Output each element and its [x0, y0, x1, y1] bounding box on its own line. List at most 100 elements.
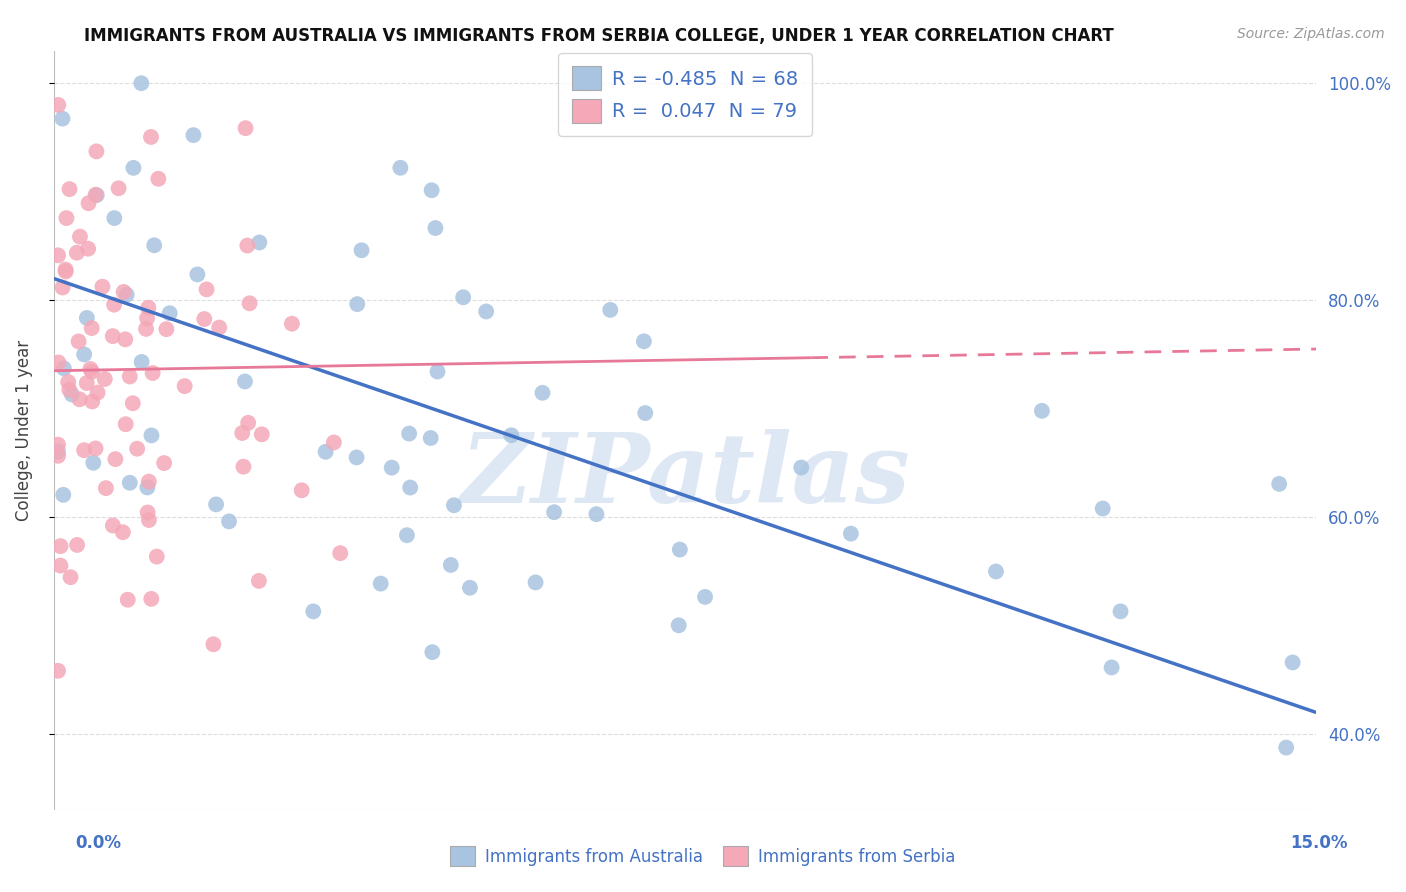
- Point: [419, 431, 441, 445]
- Point: [1109, 604, 1132, 618]
- Point: [1268, 476, 1291, 491]
- Point: [46, 449, 69, 463]
- Legend: Immigrants from Australia, Immigrants from Serbia: Immigrants from Australia, Immigrants fr…: [444, 839, 962, 873]
- Point: [46, 248, 69, 262]
- Point: [159, 306, 181, 320]
- Point: [101, 329, 124, 343]
- Point: [183, 128, 205, 143]
- Point: [114, 332, 136, 346]
- Point: [48, 355, 70, 369]
- Point: [101, 518, 124, 533]
- Point: [55, 262, 77, 277]
- Point: [118, 369, 141, 384]
- Point: [136, 301, 159, 315]
- Point: [94, 481, 117, 495]
- Point: [247, 574, 270, 588]
- Point: [76, 376, 98, 390]
- Point: [46, 98, 69, 112]
- Point: [80, 321, 103, 335]
- Point: [426, 365, 449, 379]
- Point: [46, 437, 69, 451]
- Point: [80, 365, 103, 379]
- Point: [69, 392, 91, 407]
- Point: [443, 498, 465, 512]
- Legend: R = -0.485  N = 68, R =  0.047  N = 79: R = -0.485 N = 68, R = 0.047 N = 79: [558, 53, 813, 136]
- Point: [136, 480, 159, 494]
- Point: [73, 443, 96, 458]
- Point: [790, 460, 813, 475]
- Point: [91, 279, 114, 293]
- Point: [104, 452, 127, 467]
- Point: [524, 575, 547, 590]
- Point: [186, 268, 208, 282]
- Point: [543, 505, 565, 519]
- Point: [381, 460, 404, 475]
- Point: [86, 188, 108, 202]
- Point: [322, 435, 344, 450]
- Point: [60, 387, 83, 401]
- Point: [69, 229, 91, 244]
- Point: [52, 488, 75, 502]
- Point: [1281, 656, 1303, 670]
- Point: [302, 604, 325, 618]
- Point: [49, 558, 72, 573]
- Point: [52, 280, 75, 294]
- Point: [67, 334, 90, 349]
- Point: [193, 312, 215, 326]
- Point: [1031, 404, 1053, 418]
- Point: [585, 507, 607, 521]
- Point: [195, 282, 218, 296]
- Point: [669, 542, 692, 557]
- Point: [205, 497, 228, 511]
- Point: [329, 546, 352, 560]
- Point: [1101, 660, 1123, 674]
- Point: [122, 161, 145, 175]
- Point: [420, 183, 443, 197]
- Text: 15.0%: 15.0%: [1291, 834, 1347, 852]
- Point: [103, 298, 125, 312]
- Point: [58, 375, 80, 389]
- Text: IMMIGRANTS FROM AUSTRALIA VS IMMIGRANTS FROM SERBIA COLLEGE, UNDER 1 YEAR CORREL: IMMIGRANTS FROM AUSTRALIA VS IMMIGRANTS …: [84, 27, 1114, 45]
- Point: [281, 317, 304, 331]
- Point: [131, 355, 153, 369]
- Point: [1091, 501, 1114, 516]
- Point: [84, 187, 107, 202]
- Point: [153, 456, 176, 470]
- Point: [238, 296, 260, 310]
- Point: [136, 506, 159, 520]
- Point: [346, 297, 368, 311]
- Point: [94, 372, 117, 386]
- Point: [138, 475, 160, 489]
- Point: [475, 304, 498, 318]
- Point: [425, 221, 447, 235]
- Point: [58, 182, 80, 196]
- Point: [398, 426, 420, 441]
- Text: 0.0%: 0.0%: [76, 834, 121, 852]
- Point: [346, 450, 368, 465]
- Point: [291, 483, 314, 498]
- Point: [599, 302, 621, 317]
- Point: [250, 427, 273, 442]
- Point: [103, 211, 125, 225]
- Point: [76, 310, 98, 325]
- Point: [231, 425, 253, 440]
- Point: [58, 383, 80, 397]
- Point: [82, 456, 104, 470]
- Point: [370, 576, 392, 591]
- Point: [458, 581, 481, 595]
- Point: [115, 287, 138, 301]
- Point: [315, 444, 337, 458]
- Point: [141, 428, 163, 442]
- Point: [142, 366, 165, 380]
- Point: [208, 320, 231, 334]
- Point: [451, 290, 474, 304]
- Point: [51, 112, 73, 126]
- Point: [86, 145, 108, 159]
- Point: [84, 442, 107, 456]
- Point: [668, 618, 690, 632]
- Point: [79, 362, 101, 376]
- Point: [86, 385, 108, 400]
- Point: [66, 245, 89, 260]
- Point: [839, 526, 862, 541]
- Text: Source: ZipAtlas.com: Source: ZipAtlas.com: [1237, 27, 1385, 41]
